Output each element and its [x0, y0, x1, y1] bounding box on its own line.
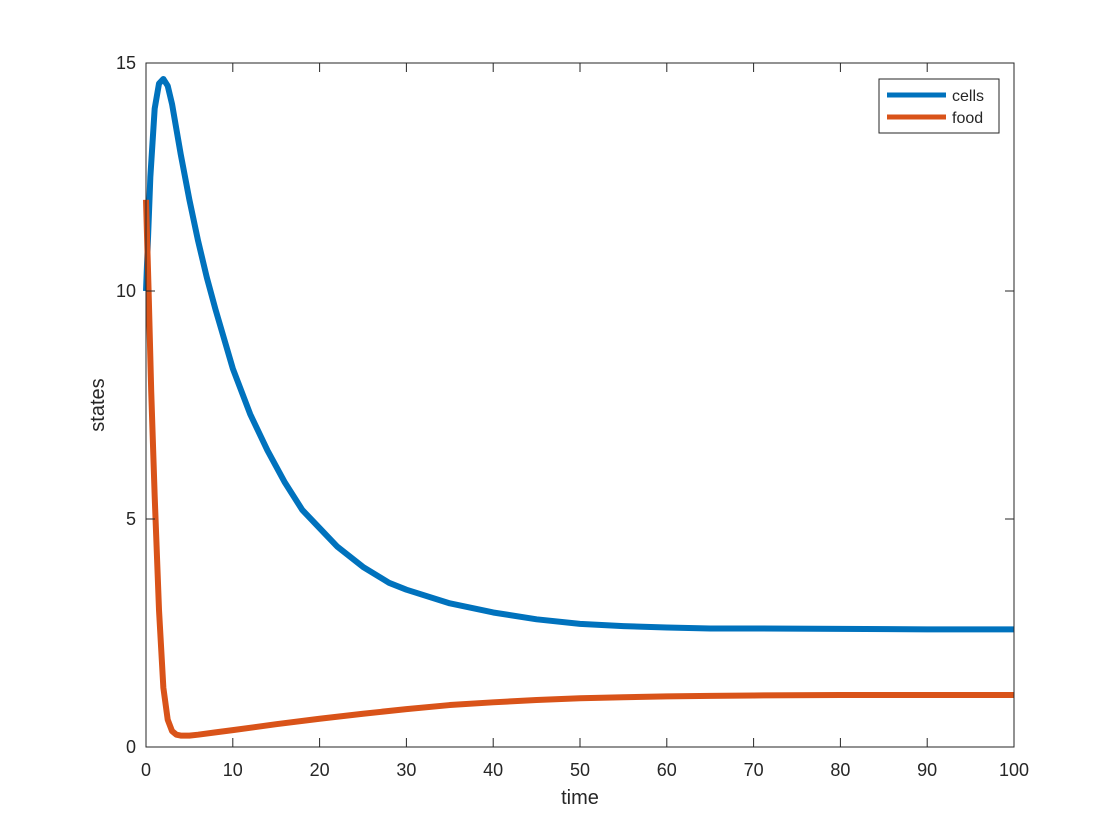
x-tick-label: 100 — [999, 760, 1029, 780]
x-tick-label: 30 — [396, 760, 416, 780]
x-tick-label: 70 — [744, 760, 764, 780]
series-layer — [143, 75, 1014, 739]
y-tick-label: 15 — [116, 53, 136, 73]
x-axis-title: time — [561, 787, 599, 809]
x-tick-label: 0 — [141, 760, 151, 780]
legend-box — [878, 78, 1000, 134]
x-tick-label: 20 — [310, 760, 330, 780]
ticks-layer: 0 10 20 30 40 50 60 70 80 90 100 0 5 10 15 — [116, 53, 1029, 780]
y-tick-label: 0 — [126, 737, 136, 757]
plot-area — [146, 63, 1014, 747]
x-tick-label: 50 — [570, 760, 590, 780]
x-tick-label: 40 — [483, 760, 503, 780]
x-tick-label: 90 — [917, 760, 937, 780]
y-tick-label: 10 — [116, 281, 136, 301]
series-line-food — [143, 199, 1014, 739]
legend-label-food: food — [952, 110, 983, 127]
series-line-cells — [143, 75, 1014, 633]
legend: cells food — [878, 78, 1000, 134]
x-tick-label: 60 — [657, 760, 677, 780]
y-tick-label: 5 — [126, 509, 136, 529]
legend-label-cells: cells — [952, 88, 984, 105]
x-tick-label: 80 — [830, 760, 850, 780]
x-tick-label: 10 — [223, 760, 243, 780]
y-axis-title: states — [87, 378, 109, 431]
